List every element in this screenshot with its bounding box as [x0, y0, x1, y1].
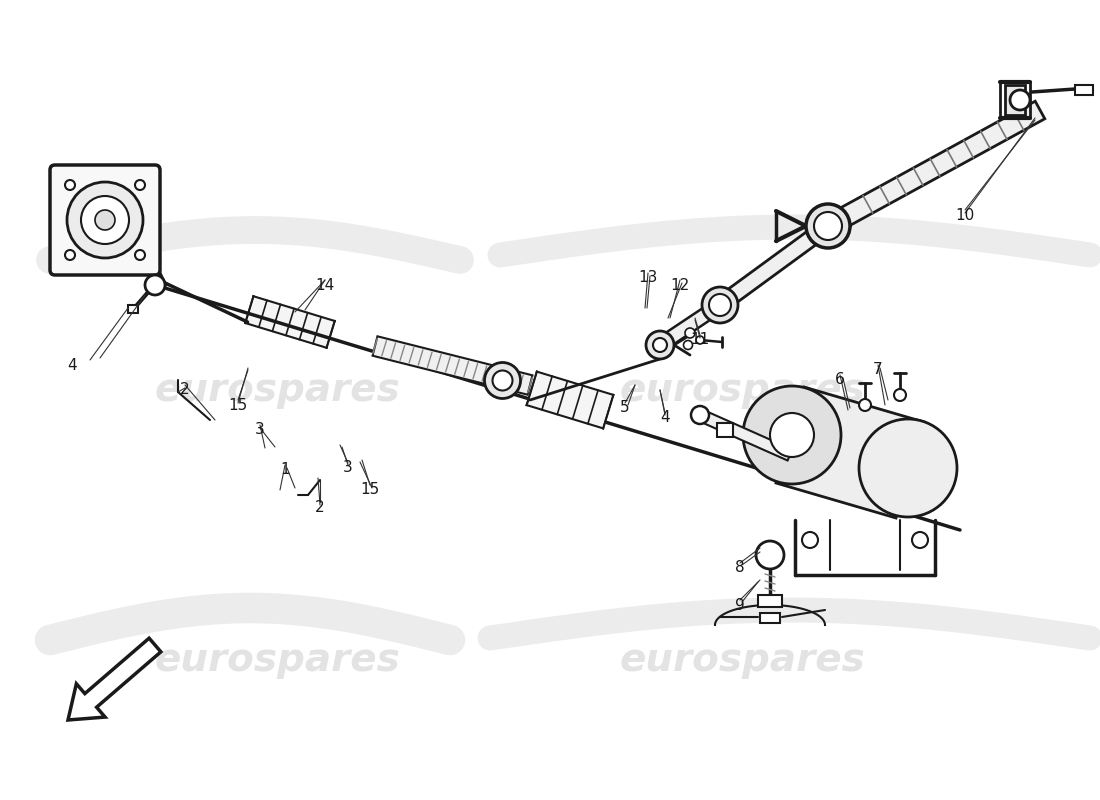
Polygon shape: [373, 336, 532, 394]
Circle shape: [802, 532, 818, 548]
Circle shape: [691, 406, 710, 424]
Polygon shape: [715, 219, 833, 311]
Circle shape: [859, 399, 871, 411]
Text: 10: 10: [956, 207, 975, 222]
Circle shape: [702, 287, 738, 323]
Circle shape: [770, 413, 814, 457]
Circle shape: [1010, 90, 1030, 110]
Bar: [717, 423, 733, 437]
Circle shape: [493, 370, 513, 390]
Text: 2: 2: [316, 501, 324, 515]
Text: eurospares: eurospares: [620, 371, 866, 409]
Text: 4: 4: [660, 410, 670, 426]
Circle shape: [859, 419, 957, 517]
Circle shape: [710, 294, 732, 316]
Text: 14: 14: [316, 278, 334, 293]
Circle shape: [683, 341, 693, 350]
Text: eurospares: eurospares: [620, 641, 866, 679]
Text: 15: 15: [229, 398, 248, 413]
Circle shape: [653, 338, 667, 352]
Circle shape: [81, 196, 129, 244]
Polygon shape: [1005, 85, 1025, 115]
Text: 15: 15: [361, 482, 379, 498]
Circle shape: [742, 386, 842, 484]
Text: 4: 4: [67, 358, 77, 373]
Text: 9: 9: [735, 598, 745, 613]
Text: 2: 2: [180, 382, 190, 398]
Text: eurospares: eurospares: [155, 371, 400, 409]
Polygon shape: [776, 387, 924, 518]
Bar: [758, 595, 782, 607]
Text: 3: 3: [343, 461, 353, 475]
Circle shape: [65, 180, 75, 190]
Text: 1: 1: [280, 462, 289, 478]
Circle shape: [95, 210, 116, 230]
Text: eurospares: eurospares: [155, 641, 400, 679]
Polygon shape: [527, 372, 614, 428]
Bar: [1075, 85, 1093, 95]
Circle shape: [65, 250, 75, 260]
Polygon shape: [245, 296, 334, 348]
Circle shape: [756, 541, 784, 569]
Bar: [760, 613, 780, 623]
Text: 3: 3: [255, 422, 265, 438]
Polygon shape: [656, 299, 724, 351]
Circle shape: [912, 532, 928, 548]
Text: 12: 12: [670, 278, 690, 293]
Circle shape: [135, 250, 145, 260]
Circle shape: [696, 336, 704, 344]
Text: 7: 7: [873, 362, 883, 378]
Text: 11: 11: [691, 333, 710, 347]
Circle shape: [685, 328, 695, 338]
Polygon shape: [697, 410, 792, 461]
Polygon shape: [825, 102, 1045, 234]
Text: 6: 6: [835, 373, 845, 387]
Bar: [128, 305, 138, 313]
Text: 5: 5: [620, 401, 630, 415]
Text: 8: 8: [735, 561, 745, 575]
Circle shape: [135, 180, 145, 190]
FancyBboxPatch shape: [50, 165, 160, 275]
Circle shape: [894, 389, 906, 401]
Circle shape: [484, 362, 520, 398]
Circle shape: [646, 331, 674, 359]
Circle shape: [67, 182, 143, 258]
Circle shape: [806, 204, 850, 248]
Text: 13: 13: [638, 270, 658, 286]
Circle shape: [814, 212, 842, 240]
Polygon shape: [68, 638, 161, 720]
Circle shape: [145, 275, 165, 295]
